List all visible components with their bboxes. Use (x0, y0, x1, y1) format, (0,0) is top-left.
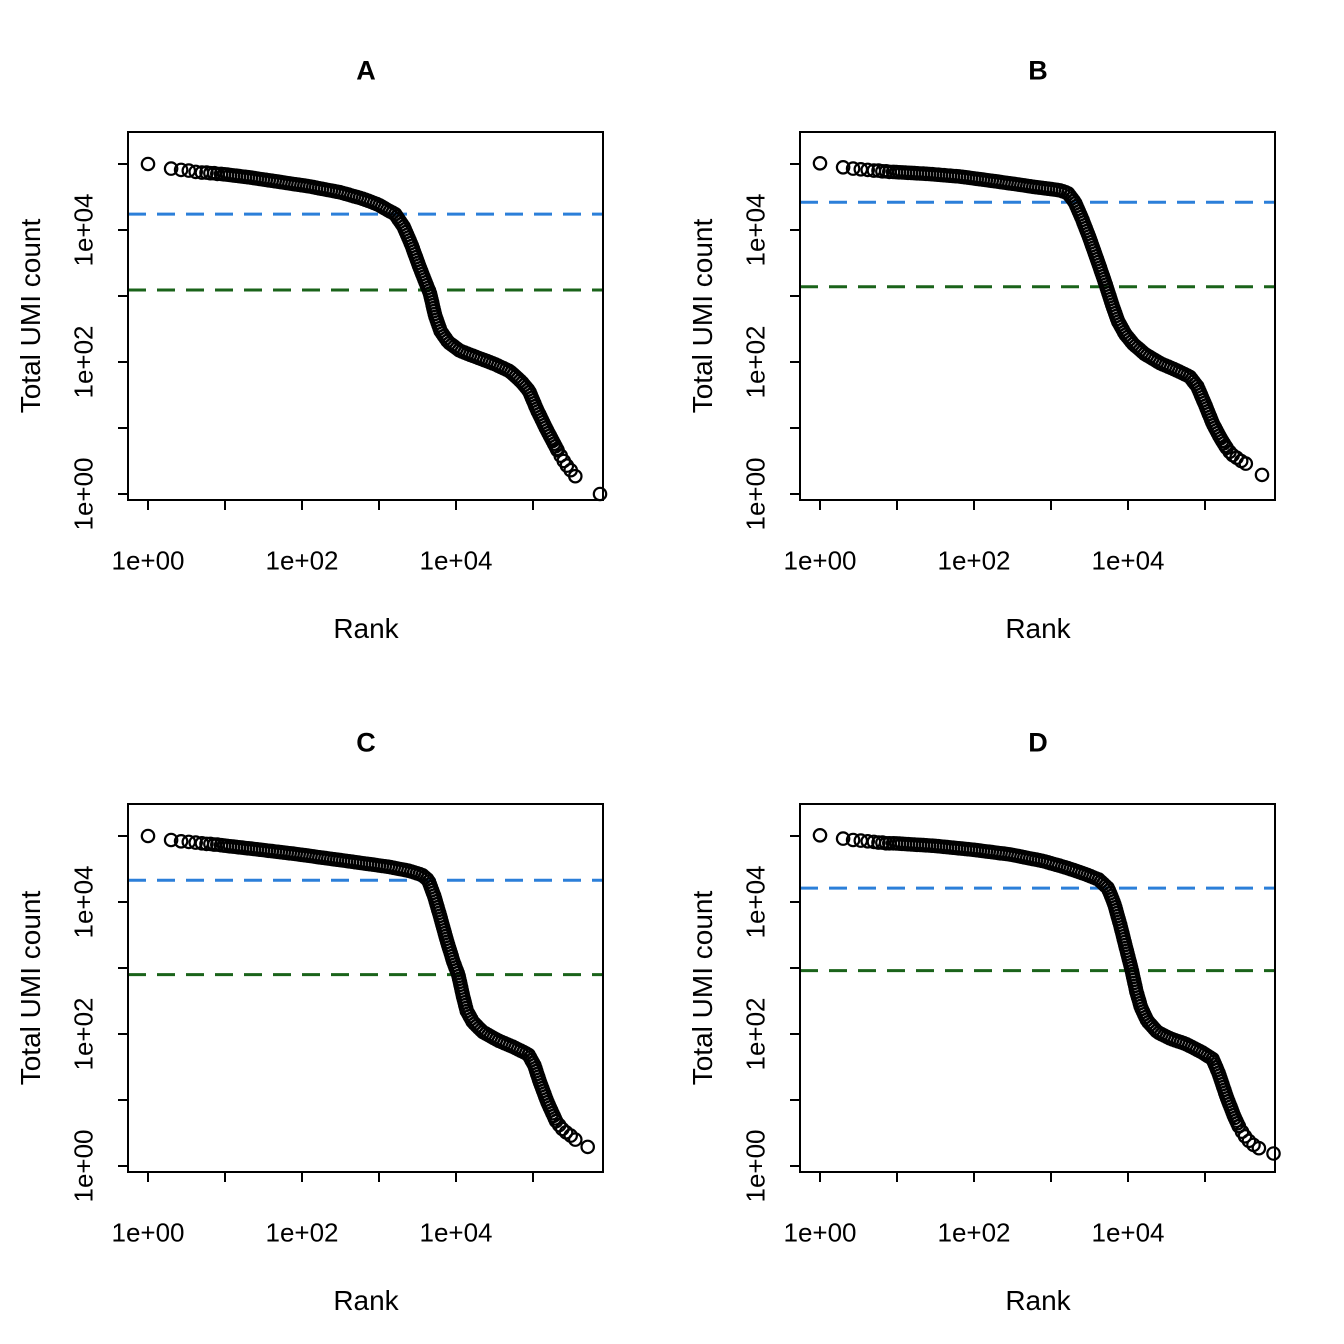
y-tick-label: 1e+02 (740, 997, 771, 1071)
x-tick-label: 1e+04 (419, 1217, 493, 1248)
y-axis-label: Total UMI count (15, 890, 46, 1086)
x-tick-label: 1e+04 (1091, 1217, 1165, 1248)
rank-umi-plot-D (790, 803, 1281, 1182)
y-tick-label: 1e+00 (740, 1129, 771, 1203)
y-tick-label: 1e+04 (68, 193, 99, 267)
y-tick-label: 1e+00 (740, 457, 771, 531)
y-tick-label: 1e+04 (68, 865, 99, 939)
panel-B: B Rank Total UMI count 1e+00 1e+02 1e+04… (672, 0, 1344, 672)
y-tick-label: 1e+00 (68, 457, 99, 531)
x-tick-label: 1e+02 (265, 1217, 339, 1248)
y-axis-label: Total UMI count (687, 890, 718, 1086)
x-tick-label: 1e+02 (937, 545, 1011, 576)
x-axis-label: Rank (333, 613, 399, 644)
panel-C: C Rank Total UMI count 1e+00 1e+02 1e+04… (0, 672, 672, 1344)
y-tick-label: 1e+02 (68, 325, 99, 399)
x-tick-label: 1e+04 (1091, 545, 1165, 576)
x-axis-label: Rank (333, 1285, 399, 1316)
panel-title: B (1028, 55, 1048, 86)
rank-umi-plot-C (118, 803, 604, 1182)
y-tick-label: 1e+02 (68, 997, 99, 1071)
panel-A: A Rank Total UMI count 1e+00 1e+02 1e+04… (0, 0, 672, 672)
y-axis-label: Total UMI count (687, 218, 718, 414)
rank-umi-plot-B (790, 131, 1276, 510)
x-tick-label: 1e+00 (783, 545, 857, 576)
x-tick-label: 1e+00 (111, 545, 185, 576)
y-tick-label: 1e+04 (740, 193, 771, 267)
x-tick-label: 1e+02 (265, 545, 339, 576)
rank-umi-plot-A (118, 131, 608, 510)
x-tick-label: 1e+00 (111, 1217, 185, 1248)
y-tick-label: 1e+00 (68, 1129, 99, 1203)
x-axis-label: Rank (1005, 613, 1071, 644)
x-tick-label: 1e+02 (937, 1217, 1011, 1248)
panel-title: A (356, 55, 376, 86)
panel-title: C (356, 727, 376, 758)
x-tick-label: 1e+04 (419, 545, 493, 576)
panel-title: D (1028, 727, 1048, 758)
y-axis-label: Total UMI count (15, 218, 46, 414)
x-tick-label: 1e+00 (783, 1217, 857, 1248)
panel-D: D Rank Total UMI count 1e+00 1e+02 1e+04… (672, 672, 1344, 1344)
y-tick-label: 1e+04 (740, 865, 771, 939)
x-axis-label: Rank (1005, 1285, 1071, 1316)
y-tick-label: 1e+02 (740, 325, 771, 399)
